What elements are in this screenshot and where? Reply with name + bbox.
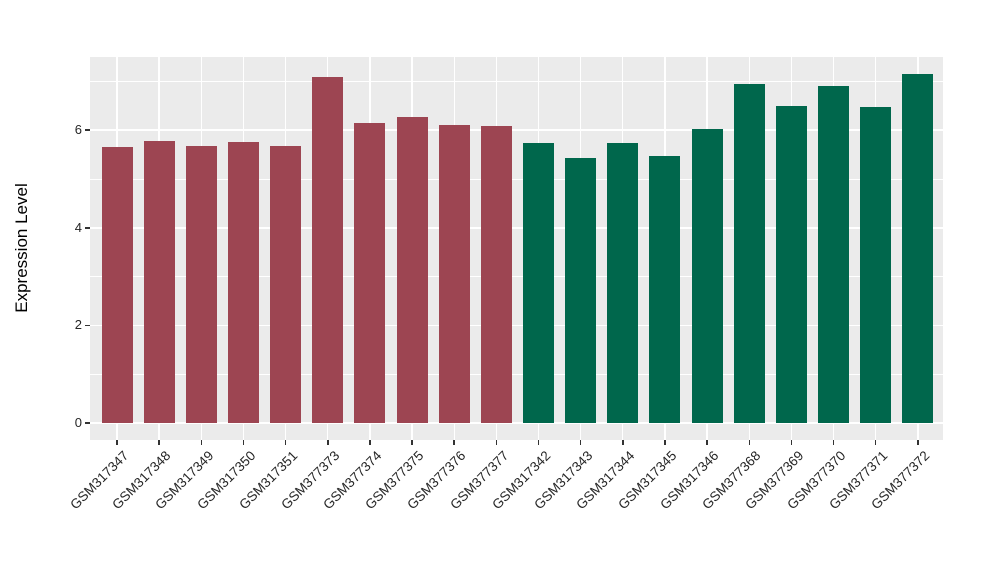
y-tick-mark (85, 227, 90, 229)
bar-GSM317349 (185, 145, 217, 423)
bar-GSM317347 (101, 146, 133, 423)
bar-GSM317343 (565, 158, 597, 423)
y-axis-title-text: Expression Level (12, 183, 31, 313)
x-tick-mark (158, 440, 160, 445)
y-tick-mark (85, 324, 90, 327)
gridline-minor (90, 178, 943, 180)
x-tick-mark (579, 440, 582, 445)
bar-GSM377368 (733, 84, 765, 423)
bar-GSM377376 (438, 125, 470, 423)
y-tick-label: 2 (74, 317, 82, 333)
y-tick-mark (85, 422, 90, 424)
bar-GSM317346 (691, 128, 723, 423)
x-tick-mark (495, 440, 498, 445)
y-tick-label: 4 (74, 219, 82, 235)
gridline-minor (90, 373, 943, 375)
bar-GSM377377 (480, 125, 512, 423)
bar-GSM317350 (227, 141, 259, 423)
x-tick-mark (369, 440, 371, 445)
x-tick-mark (411, 440, 413, 445)
bar-GSM317348 (143, 141, 175, 423)
bar-GSM377371 (860, 107, 892, 423)
x-tick-mark (874, 440, 877, 445)
bar-GSM317344 (607, 143, 639, 423)
bar-GSM317345 (649, 156, 681, 423)
bar-GSM317351 (270, 145, 302, 423)
x-tick-mark (706, 440, 708, 445)
gridline-major (90, 129, 943, 131)
x-tick-mark (116, 440, 118, 445)
gridline-minor (90, 276, 943, 278)
x-tick-mark (284, 440, 287, 445)
bar-GSM377374 (354, 122, 386, 423)
x-tick-mark (242, 440, 245, 445)
bar-GSM377372 (902, 73, 934, 423)
bar-GSM377369 (775, 106, 807, 423)
gridline-major (90, 227, 943, 229)
y-tick-label: 0 (74, 415, 82, 430)
y-tick-mark (85, 129, 90, 131)
bar-GSM317342 (523, 142, 554, 423)
x-tick-mark (453, 440, 455, 445)
x-tick-mark (832, 440, 835, 445)
y-tick-label: 6 (74, 122, 82, 138)
x-tick-mark (790, 440, 793, 445)
x-tick-mark (537, 440, 540, 445)
x-tick-mark (748, 440, 750, 445)
bar-GSM377373 (312, 77, 344, 423)
gridline-major (90, 324, 943, 327)
x-tick-mark (664, 440, 666, 445)
bar-GSM377375 (396, 116, 428, 423)
x-tick-mark (200, 440, 203, 445)
bar-GSM377370 (818, 86, 850, 423)
x-tick-mark (327, 440, 329, 445)
gridline-minor (90, 80, 943, 82)
x-tick-mark (917, 440, 919, 445)
gridline-major (90, 422, 943, 424)
x-tick-mark (622, 440, 624, 445)
plot-panel (90, 57, 943, 440)
